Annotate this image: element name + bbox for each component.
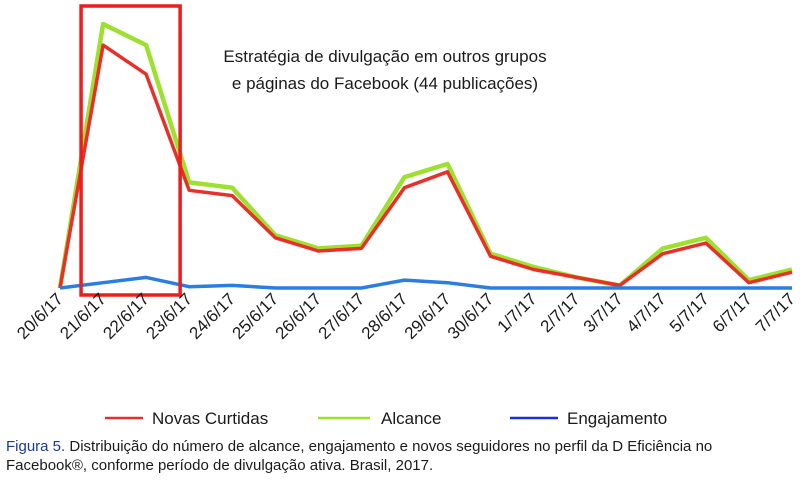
legend-label-novas-curtidas: Novas Curtidas bbox=[152, 409, 268, 428]
line-chart: Estratégia de divulgação em outros grupo… bbox=[13, 4, 799, 428]
annotation-text-line-2: e páginas do Facebook (44 publicações) bbox=[232, 74, 538, 93]
x-tick-label: 22/6/17 bbox=[99, 289, 153, 343]
x-tick-label: 5/7/17 bbox=[666, 289, 713, 336]
x-axis-tick-labels: 20/6/1721/6/1722/6/1723/6/1724/6/1725/6/… bbox=[13, 289, 799, 343]
x-tick-label: 23/6/17 bbox=[142, 289, 196, 343]
annotation-highlight-box bbox=[79, 4, 182, 297]
x-tick-label: 26/6/17 bbox=[272, 289, 326, 343]
x-tick-label: 2/7/17 bbox=[537, 289, 584, 336]
x-tick-label: 29/6/17 bbox=[401, 289, 455, 343]
x-tick-label: 25/6/17 bbox=[229, 289, 283, 343]
series-layer bbox=[57, 21, 793, 290]
x-tick-label: 30/6/17 bbox=[444, 289, 498, 343]
x-tick-label: 4/7/17 bbox=[623, 289, 670, 336]
legend-label-engajamento: Engajamento bbox=[567, 409, 667, 428]
x-tick-label: 6/7/17 bbox=[709, 289, 756, 336]
figure-caption-text: Distribuição do número de alcance, engaj… bbox=[6, 438, 713, 474]
figure-caption-label: Figura 5. bbox=[6, 438, 66, 455]
x-tick-label: 27/6/17 bbox=[315, 289, 369, 343]
x-tick-label: 3/7/17 bbox=[580, 289, 627, 336]
annotation-text-line-1: Estratégia de divulgação em outros grupo… bbox=[223, 47, 546, 66]
series-line-novas-curtidas bbox=[58, 43, 793, 289]
x-tick-label: 24/6/17 bbox=[186, 289, 240, 343]
x-tick-label: 20/6/17 bbox=[13, 289, 67, 343]
series-line-engajamento bbox=[59, 275, 792, 290]
x-tick-label: 1/7/17 bbox=[494, 289, 541, 336]
series-line-alcance bbox=[57, 21, 793, 289]
x-tick-label: 21/6/17 bbox=[56, 289, 110, 343]
legend: Novas Curtidas Alcance Engajamento bbox=[105, 409, 667, 428]
x-tick-label: 7/7/17 bbox=[752, 289, 799, 336]
legend-label-alcance: Alcance bbox=[381, 409, 441, 428]
figure-caption: Figura 5. Distribuição do número de alca… bbox=[6, 437, 796, 475]
x-tick-label: 28/6/17 bbox=[358, 289, 412, 343]
